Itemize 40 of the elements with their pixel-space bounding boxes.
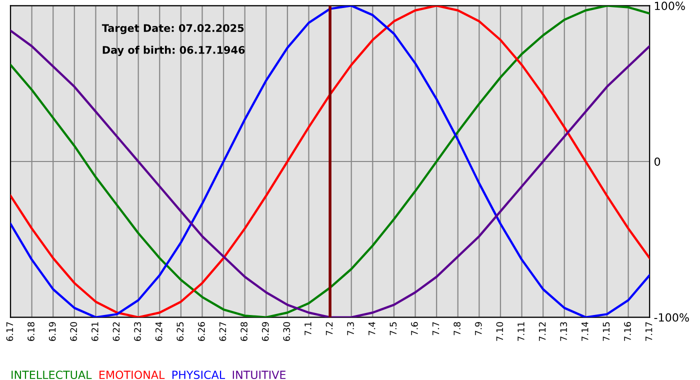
text: INTELLECTUAL bbox=[12, 370, 92, 380]
text: PHYSICAL bbox=[172, 370, 226, 380]
y-tick-label: 0 bbox=[654, 157, 660, 166]
x-tick-label: 7.13 bbox=[560, 322, 568, 341]
annotation: Day of birth: 06.17.1946 bbox=[102, 46, 245, 56]
x-tick-label: 7.11 bbox=[518, 322, 524, 341]
x-tick-label: 6.29 bbox=[262, 322, 269, 341]
x-tick-label: 7.4 bbox=[368, 322, 376, 336]
text: INTUITIVE bbox=[232, 370, 286, 380]
x-tick-label: 7.8 bbox=[454, 322, 460, 336]
x-tick-label: 6.20 bbox=[70, 322, 78, 341]
x-tick-label: 6.26 bbox=[198, 322, 205, 341]
x-tick-label: 6.22 bbox=[112, 322, 120, 341]
x-tick-label: 6.18 bbox=[28, 322, 34, 341]
x-tick-label: 7.10 bbox=[496, 322, 504, 341]
x-tick-label: 7.17 bbox=[646, 322, 652, 341]
x-tick-label: 6.28 bbox=[240, 322, 248, 341]
x-tick-label: 6.24 bbox=[155, 322, 162, 341]
x-tick-label: 7.1 bbox=[304, 322, 312, 336]
x-tick-label: 7.15 bbox=[602, 322, 610, 341]
x-tick-label: 7.3 bbox=[347, 322, 354, 336]
x-tick-label: 6.21 bbox=[92, 322, 98, 341]
x-tick-label: 6.19 bbox=[48, 322, 56, 341]
x-tick-label: 7.12 bbox=[538, 322, 546, 341]
x-tick-label: 6.30 bbox=[283, 322, 290, 341]
annotation: Target Date: 07.02.2025 bbox=[102, 24, 244, 34]
x-tick-label: 7.9 bbox=[474, 322, 482, 336]
x-tick-label: 7.7 bbox=[432, 322, 440, 336]
x-tick-label: 7.6 bbox=[411, 322, 418, 336]
x-tick-label: 7.2 bbox=[326, 322, 333, 336]
x-tick-label: 6.25 bbox=[176, 322, 184, 341]
x-tick-label: 6.17 bbox=[6, 322, 14, 341]
y-tick-label: -100% bbox=[654, 313, 689, 322]
y-tick-label: 100% bbox=[654, 2, 685, 10]
x-tick-label: 6.27 bbox=[219, 322, 226, 341]
x-tick-label: 6.23 bbox=[134, 322, 141, 341]
x-tick-label: 7.16 bbox=[624, 322, 631, 341]
text: EMOTIONAL bbox=[100, 370, 165, 380]
x-tick-label: 7.14 bbox=[582, 322, 588, 341]
x-tick-label: 7.5 bbox=[390, 322, 397, 336]
